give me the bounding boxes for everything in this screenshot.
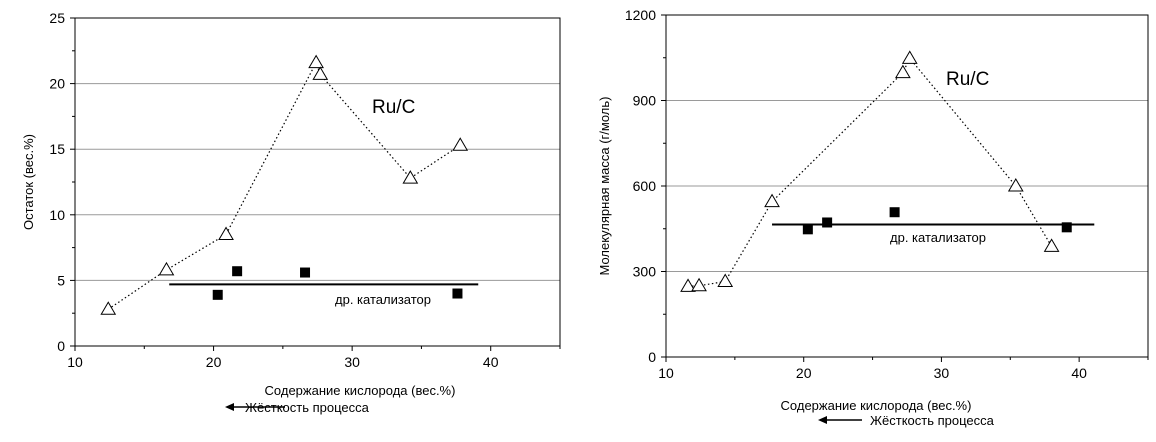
y-tick-label: 0 [648,349,656,365]
annotation-text: Жёсткость процесса [245,400,370,415]
data-point-square [452,288,463,299]
data-point-triangle [1043,238,1060,252]
x-tick-label: 20 [796,365,812,381]
x-tick-label: 30 [934,365,950,381]
x-tick-label: 10 [67,354,83,370]
data-point-triangle [402,170,419,184]
data-point-triangle [218,226,234,240]
chart-2: 0 300 600 900 1200 10 20 30 40 Содержание кислоро… [597,7,1149,428]
data-point-square [802,224,813,235]
x-tick-label: 40 [1071,365,1087,381]
series-label-ru-c: Ru/C [372,97,415,118]
series-other-catalyst [802,207,1072,235]
x-axis-label: Содержание кислорода (вес.%) [781,398,972,413]
annotation-arrowhead [225,403,234,411]
data-point-triangle [308,54,324,69]
series-label-ru-c: Ru/C [946,69,989,90]
data-point-triangle [894,64,911,79]
series-ru-c [680,50,1060,292]
chart-1: 0 5 10 15 20 25 10 20 30 40 Содержание кислорода (… [21,10,561,415]
series-label-other-catalyst: др. катализатор [335,292,431,307]
data-point-triangle [764,193,780,208]
annotation-arrowhead [818,416,827,424]
data-point-square [1061,222,1072,233]
series-ru-c [100,54,469,315]
data-point-triangle [158,261,175,276]
data-point-square [822,217,833,228]
data-point-square [889,207,900,218]
data-point-triangle [312,66,329,80]
y-tick-label: 15 [49,141,65,157]
y-tick-label: 10 [49,207,65,223]
data-point-triangle [717,273,734,287]
data-point-triangle [1007,178,1024,192]
y-tick-label: 0 [57,338,65,354]
series-line [688,57,1053,287]
series-label-other-catalyst: др. катализатор [890,230,986,245]
y-axis-label: Молекулярная масса (г/моль) [597,97,612,276]
y-tick-label: 600 [633,178,657,194]
y-tick-label: 300 [633,264,657,280]
data-point-triangle [100,301,117,315]
data-point-triangle [452,137,469,151]
data-point-triangle [691,277,707,292]
y-tick-label: 20 [49,76,65,92]
x-axis-label: Содержание кислорода (вес.%) [265,383,456,398]
y-tick-label: 5 [57,272,65,288]
data-point-triangle [901,50,918,64]
x-tick-label: 10 [658,365,674,381]
data-point-square [300,267,311,278]
data-point-square [212,289,223,300]
y-axis-label: Остаток (вес.%) [21,134,36,230]
data-point-square [232,266,243,277]
series-other-catalyst [212,266,463,300]
x-tick-label: 30 [344,354,360,370]
y-tick-label: 900 [633,93,657,109]
annotation-text: Жёсткость процесса [870,413,995,428]
x-tick-label: 20 [206,354,222,370]
x-tick-label: 40 [483,354,499,370]
data-point-triangle [680,278,696,292]
y-tick-label: 1200 [625,7,656,23]
y-tick-label: 25 [49,10,65,26]
